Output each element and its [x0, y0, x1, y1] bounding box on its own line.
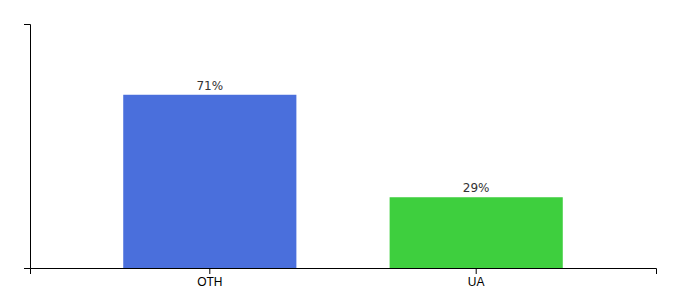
x-axis-line	[31, 269, 657, 275]
x-tick: OTH	[197, 268, 222, 289]
plot: OTH UA 71% 29%	[24, 25, 657, 289]
x-axis: OTH UA	[31, 268, 657, 289]
x-tick: UA	[468, 268, 485, 289]
bar	[390, 197, 563, 268]
data-label: 71%	[196, 79, 223, 93]
x-tick-mark	[209, 268, 210, 274]
bar	[123, 95, 296, 268]
chart: OTH UA 71% 29%	[0, 0, 680, 300]
x-tick-mark	[476, 268, 477, 274]
y-axis-line	[24, 25, 31, 269]
data-labels: 71% 29%	[196, 79, 489, 195]
bars	[123, 95, 563, 268]
y-axis	[24, 25, 31, 269]
x-tick-label: OTH	[197, 275, 222, 289]
x-tick-label: UA	[468, 275, 485, 289]
data-label: 29%	[463, 181, 490, 195]
